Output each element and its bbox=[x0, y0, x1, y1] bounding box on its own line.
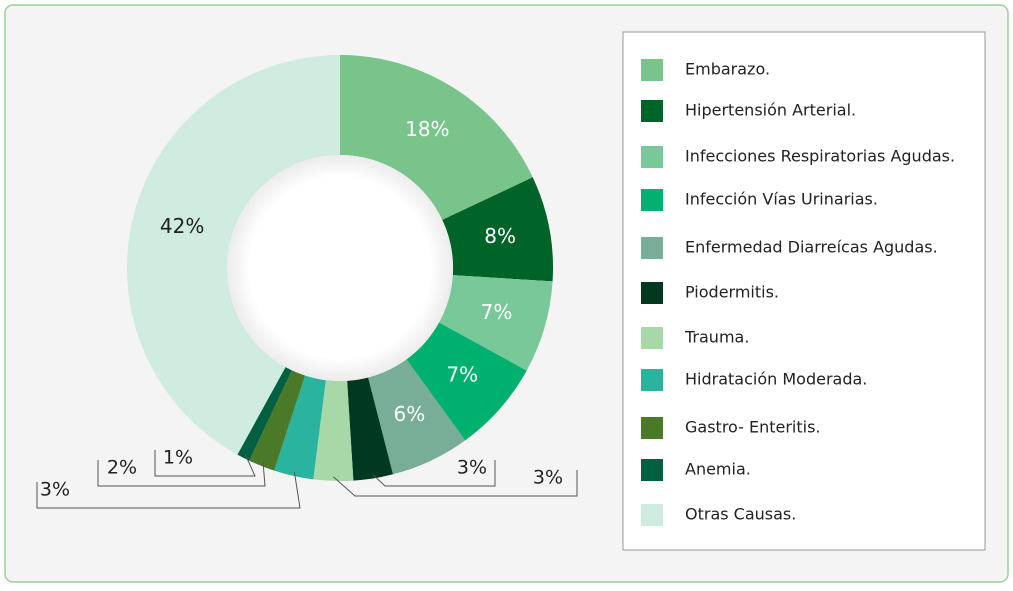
value-label: 6% bbox=[394, 402, 426, 426]
slice bbox=[274, 375, 326, 480]
slice bbox=[340, 55, 533, 220]
value-label: 7% bbox=[446, 362, 478, 386]
legend-label: Infección Vías Urinarias. bbox=[685, 190, 878, 209]
value-label: 1% bbox=[163, 447, 193, 469]
legend-label: Enfermedad Diarreícas Agudas. bbox=[685, 238, 938, 257]
legend-label: Anemia. bbox=[685, 460, 751, 479]
slice bbox=[126, 54, 340, 455]
legend-label: Trauma. bbox=[684, 328, 749, 347]
legend-swatch bbox=[641, 100, 663, 122]
slice bbox=[368, 359, 466, 475]
value-label: 42% bbox=[160, 214, 204, 238]
leader-line bbox=[97, 460, 266, 487]
slice bbox=[249, 370, 306, 471]
legend-swatch bbox=[641, 504, 663, 526]
legend-label: Gastro- Enteritis. bbox=[685, 418, 821, 437]
value-label: 2% bbox=[107, 457, 137, 479]
slice bbox=[442, 177, 554, 282]
leader-line bbox=[36, 471, 301, 509]
leader-line bbox=[154, 450, 256, 477]
value-label: 3% bbox=[533, 467, 563, 489]
legend-label: Infecciones Respiratorias Agudas. bbox=[685, 147, 955, 166]
legend-swatch bbox=[641, 189, 663, 211]
legend-swatch bbox=[641, 459, 663, 481]
legend-label: Embarazo. bbox=[685, 60, 770, 79]
legend-label: Hidratación Moderada. bbox=[685, 370, 867, 389]
legend-swatch bbox=[641, 59, 663, 81]
legend-label: Otras Causas. bbox=[685, 505, 796, 524]
legend-swatch bbox=[641, 237, 663, 259]
slice bbox=[347, 377, 393, 481]
slice bbox=[439, 275, 553, 371]
legend-swatch bbox=[641, 369, 663, 391]
value-label: 7% bbox=[481, 300, 513, 324]
value-label: 18% bbox=[405, 117, 449, 141]
legend-swatch bbox=[641, 282, 663, 304]
slice bbox=[237, 367, 292, 461]
value-label: 8% bbox=[484, 224, 516, 248]
donut-hole bbox=[227, 155, 453, 381]
value-label: 3% bbox=[40, 479, 70, 501]
legend-box bbox=[622, 31, 986, 551]
leader-line bbox=[372, 460, 496, 487]
legend-label: Piodermitis. bbox=[685, 283, 779, 302]
value-label: 3% bbox=[457, 457, 487, 479]
legend-swatch bbox=[641, 417, 663, 439]
legend-swatch bbox=[641, 327, 663, 349]
slice bbox=[313, 380, 354, 481]
legend-swatch bbox=[641, 146, 663, 168]
legend-label: Hipertensión Arterial. bbox=[685, 101, 856, 120]
slice bbox=[406, 322, 527, 441]
leader-line bbox=[333, 470, 578, 497]
